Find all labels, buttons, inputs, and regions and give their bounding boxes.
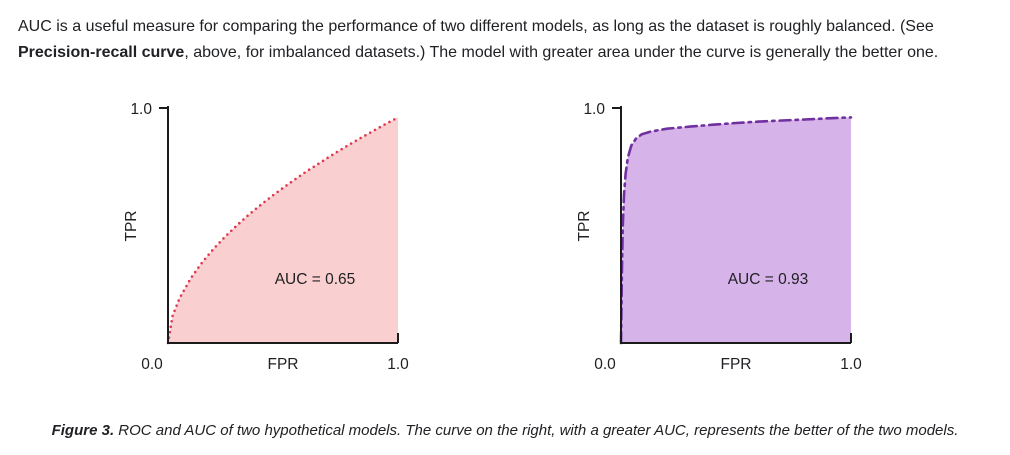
y-axis-title: TPR [123,211,140,242]
roc-chart-auc-093: 1.0 TPR 0.0 FPR 1.0 AUC = 0.93 [576,101,862,373]
roc-area-fill [168,117,398,344]
y-axis-title: TPR [576,211,593,242]
intro-text-part2: , above, for imbalanced datasets.) The m… [184,44,939,61]
figure-caption-text: ROC and AUC of two hypothetical models. … [114,422,959,439]
origin-label: 0.0 [141,356,163,373]
y-max-label: 1.0 [583,101,605,118]
intro-text-part1: AUC is a useful measure for comparing th… [18,18,934,35]
intro-text-bold-link: Precision-recall curve [18,44,185,61]
auc-annotation: AUC = 0.65 [275,271,356,288]
roc-curve [619,116,853,345]
intro-paragraph: AUC is a useful measure for comparing th… [0,0,1010,66]
origin-label: 0.0 [594,356,616,373]
figure-caption-label: Figure 3. [51,422,115,439]
x-max-label: 1.0 [840,356,862,373]
x-max-label: 1.0 [387,356,409,373]
roc-chart-auc-065: 1.0 TPR 0.0 FPR 1.0 AUC = 0.65 [123,101,409,373]
roc-curve [166,116,400,345]
auc-annotation: AUC = 0.93 [728,271,809,288]
y-max-label: 1.0 [130,101,152,118]
x-axis-title: FPR [268,356,299,373]
figure-caption: Figure 3. ROC and AUC of two hypothetica… [0,422,1010,439]
roc-charts-row: 1.0 TPR 0.0 FPR 1.0 AUC = 0.65 1.0 TPR 0… [0,88,1010,388]
roc-area-fill [621,117,851,344]
x-axis-title: FPR [721,356,752,373]
